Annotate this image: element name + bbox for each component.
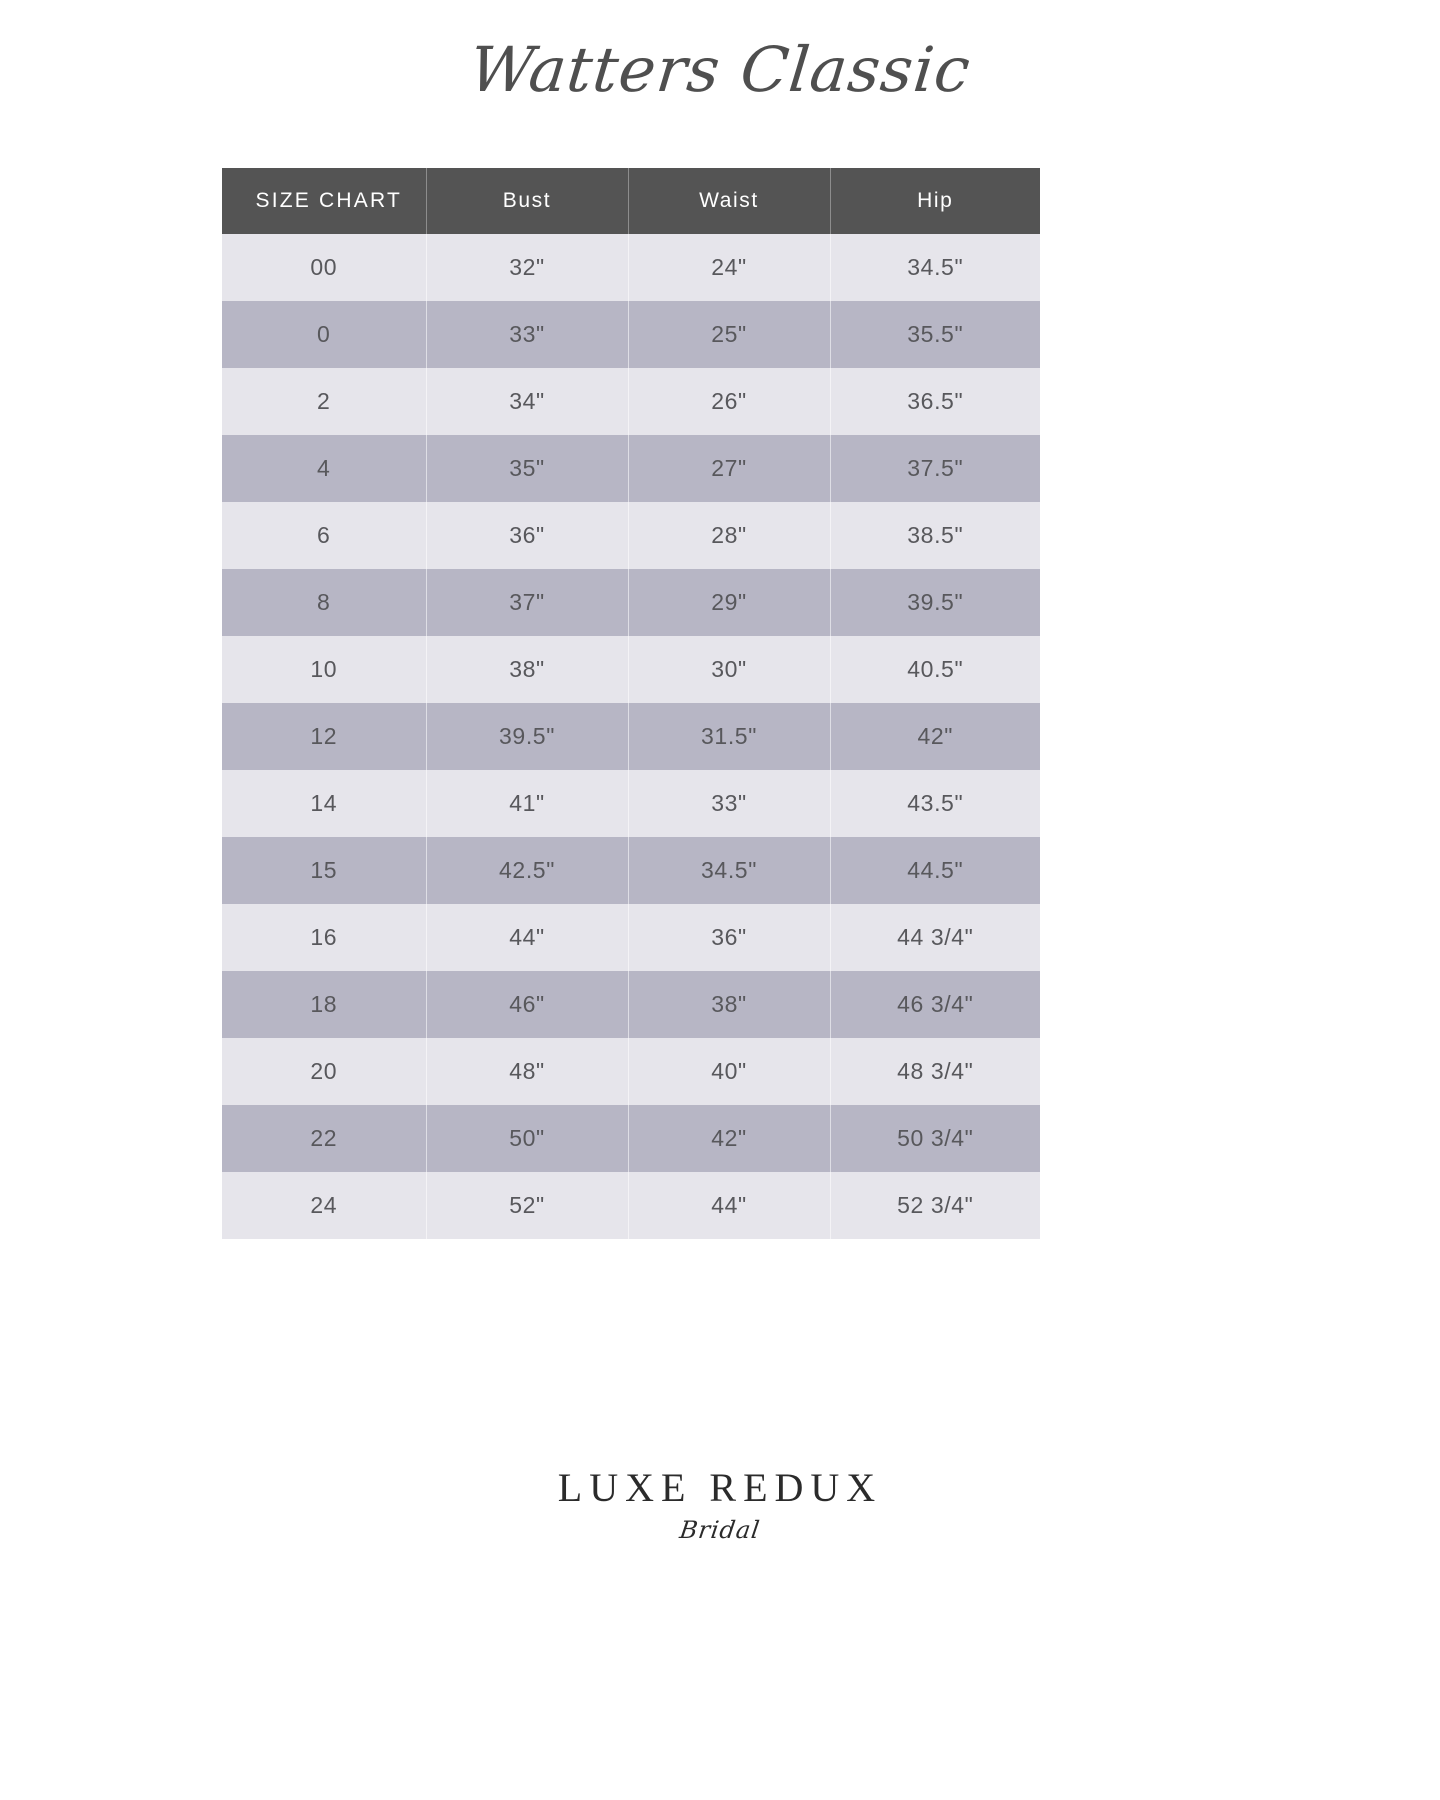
table-row: 8 37" 29" 39.5" — [222, 569, 1040, 636]
cell-size: 0 — [222, 301, 427, 368]
cell-bust: 48" — [426, 1038, 629, 1105]
cell-bust: 42.5" — [426, 837, 629, 904]
cell-bust: 46" — [426, 971, 629, 1038]
cell-bust: 32" — [426, 234, 629, 301]
cell-size: 22 — [222, 1105, 427, 1172]
column-header-waist: Waist — [628, 168, 831, 234]
cell-waist: 31.5" — [628, 703, 831, 770]
cell-waist: 30" — [628, 636, 831, 703]
cell-hip: 48 3/4" — [830, 1038, 1040, 1105]
cell-bust: 37" — [426, 569, 629, 636]
column-header-size: SIZE CHART — [222, 168, 427, 234]
cell-waist: 26" — [628, 368, 831, 435]
cell-bust: 38" — [426, 636, 629, 703]
cell-hip: 50 3/4" — [830, 1105, 1040, 1172]
cell-size: 12 — [222, 703, 427, 770]
cell-hip: 37.5" — [830, 435, 1040, 502]
cell-size: 24 — [222, 1172, 427, 1239]
cell-hip: 44.5" — [830, 837, 1040, 904]
cell-hip: 35.5" — [830, 301, 1040, 368]
table-row: 00 32" 24" 34.5" — [222, 234, 1040, 301]
cell-hip: 46 3/4" — [830, 971, 1040, 1038]
table-row: 22 50" 42" 50 3/4" — [222, 1105, 1040, 1172]
table-row: 16 44" 36" 44 3/4" — [222, 904, 1040, 971]
column-header-bust: Bust — [426, 168, 629, 234]
cell-size: 2 — [222, 368, 427, 435]
cell-hip: 36.5" — [830, 368, 1040, 435]
cell-waist: 42" — [628, 1105, 831, 1172]
cell-waist: 28" — [628, 502, 831, 569]
cell-hip: 44 3/4" — [830, 904, 1040, 971]
cell-bust: 33" — [426, 301, 629, 368]
cell-bust: 34" — [426, 368, 629, 435]
cell-bust: 50" — [426, 1105, 629, 1172]
cell-size: 16 — [222, 904, 427, 971]
table-row: 12 39.5" 31.5" 42" — [222, 703, 1040, 770]
cell-size: 8 — [222, 569, 427, 636]
cell-size: 20 — [222, 1038, 427, 1105]
cell-waist: 36" — [628, 904, 831, 971]
table-row: 20 48" 40" 48 3/4" — [222, 1038, 1040, 1105]
table-row: 14 41" 33" 43.5" — [222, 770, 1040, 837]
table-row: 0 33" 25" 35.5" — [222, 301, 1040, 368]
cell-size: 4 — [222, 435, 427, 502]
table-row: 2 34" 26" 36.5" — [222, 368, 1040, 435]
cell-hip: 42" — [830, 703, 1040, 770]
cell-waist: 34.5" — [628, 837, 831, 904]
table-header: SIZE CHART Bust Waist Hip — [222, 168, 1040, 234]
table-body: 00 32" 24" 34.5" 0 33" 25" 35.5" 2 34" 26" 36.5" 4 35… — [222, 234, 1040, 1239]
table-row: 24 52" 44" 52 3/4" — [222, 1172, 1040, 1239]
size-chart-container: SIZE CHART Bust Waist Hip 00 32" 24" 34.5" 0… — [222, 168, 1040, 1239]
cell-hip: 40.5" — [830, 636, 1040, 703]
cell-size: 10 — [222, 636, 427, 703]
cell-waist: 25" — [628, 301, 831, 368]
cell-waist: 44" — [628, 1172, 831, 1239]
brand-tagline: Bridal — [677, 1516, 763, 1544]
cell-waist: 33" — [628, 770, 831, 837]
header-row: SIZE CHART Bust Waist Hip — [222, 168, 1040, 234]
table-row: 10 38" 30" 40.5" — [222, 636, 1040, 703]
column-header-hip: Hip — [830, 168, 1040, 234]
cell-waist: 40" — [628, 1038, 831, 1105]
footer-logo: LUXE REDUX Bridal — [0, 1465, 1440, 1545]
cell-hip: 52 3/4" — [830, 1172, 1040, 1239]
size-chart-table: SIZE CHART Bust Waist Hip 00 32" 24" 34.5" 0… — [222, 168, 1040, 1239]
page-title: Watters Classic — [465, 33, 975, 106]
cell-waist: 27" — [628, 435, 831, 502]
table-row: 4 35" 27" 37.5" — [222, 435, 1040, 502]
cell-bust: 36" — [426, 502, 629, 569]
cell-bust: 44" — [426, 904, 629, 971]
cell-waist: 29" — [628, 569, 831, 636]
cell-waist: 24" — [628, 234, 831, 301]
cell-bust: 35" — [426, 435, 629, 502]
cell-hip: 38.5" — [830, 502, 1040, 569]
cell-hip: 34.5" — [830, 234, 1040, 301]
title-area: Watters Classic — [0, 0, 1440, 106]
cell-bust: 39.5" — [426, 703, 629, 770]
cell-hip: 43.5" — [830, 770, 1040, 837]
cell-size: 15 — [222, 837, 427, 904]
cell-waist: 38" — [628, 971, 831, 1038]
table-row: 18 46" 38" 46 3/4" — [222, 971, 1040, 1038]
cell-bust: 52" — [426, 1172, 629, 1239]
cell-size: 18 — [222, 971, 427, 1038]
cell-bust: 41" — [426, 770, 629, 837]
table-row: 6 36" 28" 38.5" — [222, 502, 1040, 569]
brand-name: LUXE REDUX — [557, 1465, 883, 1510]
cell-hip: 39.5" — [830, 569, 1040, 636]
table-row: 15 42.5" 34.5" 44.5" — [222, 837, 1040, 904]
cell-size: 6 — [222, 502, 427, 569]
cell-size: 00 — [222, 234, 427, 301]
cell-size: 14 — [222, 770, 427, 837]
